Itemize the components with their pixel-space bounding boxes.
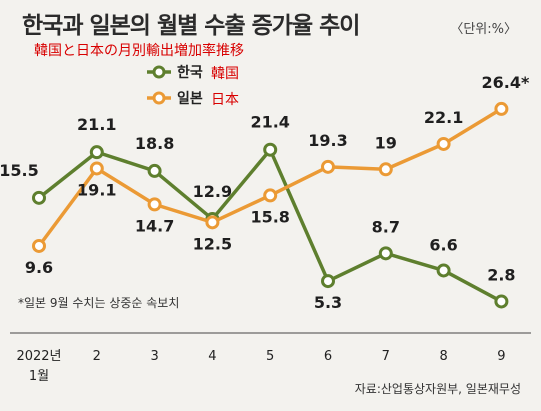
footnote: *일본 9월 수치는 상중순 속보치 <box>18 296 179 310</box>
korea-legend-swatch-marker <box>152 65 166 79</box>
x-tick-label: 4 <box>208 349 216 364</box>
x-tick-label: 1월 <box>29 369 49 384</box>
japan-legend-label: 일본 <box>177 91 203 107</box>
korea-point <box>321 274 335 289</box>
korea-data-label: 18.8 <box>135 134 174 153</box>
japan-data-label: 19.1 <box>77 180 116 199</box>
japan-data-label: 15.8 <box>250 207 289 226</box>
japan-data-label: 22.1 <box>424 108 463 127</box>
x-tick-label: 3 <box>150 349 158 364</box>
japan-point <box>494 101 509 116</box>
x-tick-label: 5 <box>266 349 274 364</box>
japan-point <box>321 159 335 174</box>
japan-point <box>147 197 162 212</box>
japan-data-label: 9.6 <box>25 258 53 277</box>
korea-point <box>263 142 278 157</box>
korea-point <box>32 190 46 205</box>
korea-data-label: 6.6 <box>429 235 457 254</box>
data-labels: 15.5 21.1 18.8 12.9 21.4 5.3 8.7 6.6 2.8 9.6 19.1 1… <box>0 73 530 312</box>
korea-legend-label-japanese: 韓国 <box>211 66 239 82</box>
japan-point <box>32 238 46 253</box>
japan-data-label: 14.7 <box>135 216 174 235</box>
x-tick-label: 6 <box>324 349 332 364</box>
korea-data-label: 5.3 <box>314 293 342 312</box>
korea-point <box>378 246 393 261</box>
japan-point <box>436 136 451 151</box>
korea-point <box>89 145 104 160</box>
korea-legend-label: 한국 <box>177 65 203 81</box>
chart-subtitle-japanese: 韓国と日本の月別輸出増加率推移 <box>34 43 244 59</box>
x-tick-labels: 2022년 1월 2 3 4 5 6 7 8 9 <box>16 349 505 384</box>
x-tick-label: 2022년 <box>16 349 61 364</box>
korea-point <box>147 163 162 178</box>
korea-data-label: 12.9 <box>193 182 232 201</box>
japan-legend-label-japanese: 日本 <box>211 92 239 108</box>
series-korea <box>32 142 509 309</box>
korea-data-label: 21.4 <box>250 113 289 132</box>
korea-data-label: 2.8 <box>487 265 515 284</box>
korea-data-label: 15.5 <box>0 161 39 180</box>
japan-data-label: 26.4* <box>481 73 529 92</box>
japan-data-label: 12.5 <box>193 234 232 253</box>
japan-point <box>378 162 393 177</box>
x-tick-label: 2 <box>93 349 101 364</box>
japan-point <box>263 188 278 203</box>
korea-point <box>494 294 509 309</box>
legend: 한국 韓国 일본 日本 <box>147 65 239 108</box>
korea-point <box>436 263 451 278</box>
japan-data-label: 19 <box>375 133 397 152</box>
japan-point <box>205 215 220 230</box>
unit-label: 〈단위:%〉 <box>450 22 517 37</box>
source-credit: 자료:산업통상자원부, 일본재무성 <box>355 382 521 396</box>
korea-data-label: 8.7 <box>372 217 400 236</box>
x-tick-label: 7 <box>382 349 390 364</box>
x-tick-label: 8 <box>439 349 447 364</box>
japan-point <box>89 161 104 176</box>
japan-legend-swatch-marker <box>152 91 166 105</box>
chart-title: 한국과 일본의 월별 수출 증가율 추이 <box>22 13 360 39</box>
series-japan <box>32 101 509 253</box>
x-tick-label: 9 <box>497 349 505 364</box>
japan-data-label: 19.3 <box>308 131 347 150</box>
korea-data-label: 21.1 <box>77 115 116 134</box>
